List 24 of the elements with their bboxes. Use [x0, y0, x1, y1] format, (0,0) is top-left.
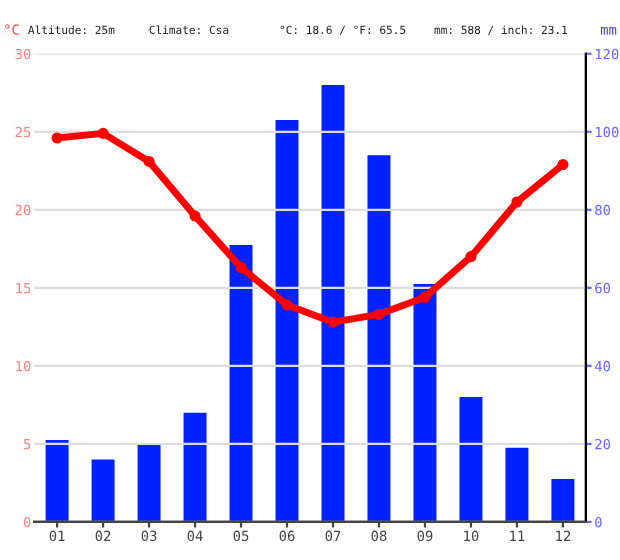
point: [465, 251, 477, 263]
bar: [505, 447, 529, 522]
point: [235, 262, 247, 274]
bar: [275, 120, 299, 522]
bar: [459, 397, 483, 522]
point: [419, 291, 431, 303]
point: [281, 299, 293, 311]
bar: [367, 155, 391, 522]
point: [97, 127, 109, 139]
bar: [229, 244, 253, 522]
point: [327, 316, 339, 328]
bar: [183, 412, 207, 522]
point: [189, 210, 201, 222]
point: [143, 155, 155, 167]
point: [51, 132, 63, 144]
bar: [137, 443, 161, 522]
bar: [321, 84, 345, 522]
bar: [45, 439, 69, 522]
bar: [413, 283, 437, 522]
point: [373, 308, 385, 320]
point: [511, 196, 523, 208]
bar: [91, 459, 115, 522]
point: [557, 159, 569, 171]
bar: [551, 479, 575, 522]
